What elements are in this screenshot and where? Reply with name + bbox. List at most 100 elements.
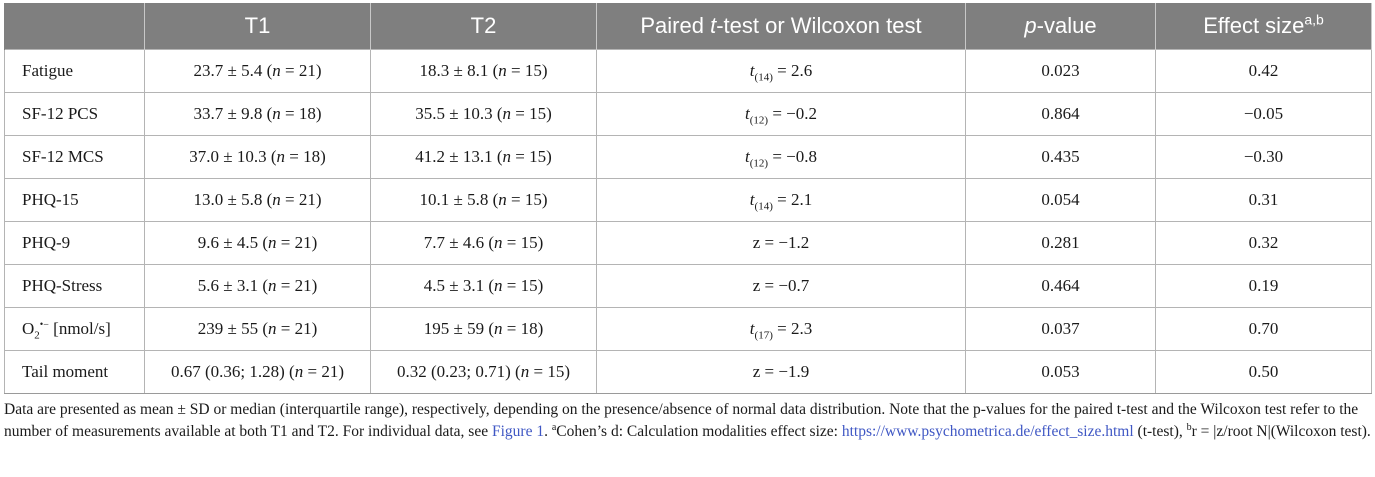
results-table: T1 T2 Paired t-test or Wilcoxon test p-v… [4,3,1372,394]
stat-value: = 2.1 [772,190,813,209]
stat-variable: z [752,276,761,295]
table-row: PHQ-Stress 5.6 ± 3.1 (n = 21) 4.5 ± 3.1 (n… [4,264,1372,308]
stat-df: (12) [749,157,769,170]
t2-value: 4.5 ± 3.1 ( [423,276,494,295]
stat-variable: z [752,233,761,252]
stat-df: (14) [754,71,773,84]
t1-n: n [294,362,304,381]
t1-value: 0.67 (0.36; 1.28) ( [171,362,295,381]
footnote-ttest: (t-test), [1133,422,1187,440]
measure-label: SF-12 PCS [22,104,99,123]
cell-t1: 13.0 ± 5.8 (n = 21) [144,178,371,222]
t2-rest: = 15) [529,362,570,381]
cell-t1: 239 ± 55 (n = 21) [144,307,371,351]
measure-label: PHQ-9 [22,233,71,252]
cell-p-value: 0.023 [965,49,1156,93]
header-p-value: p-value [965,3,1156,50]
t1-value: 239 ± 55 ( [197,319,268,338]
measure-label: PHQ-15 [22,190,79,209]
measure-label: Fatigue [22,61,73,80]
t1-rest: = 21) [276,233,318,252]
stat-value: = −1.2 [760,233,810,252]
footnote-text: Data are presented as mean ± SD or media… [4,401,1359,440]
cell-effect-size: −0.30 [1155,135,1372,179]
t1-n: n [268,233,277,252]
measure-label: PHQ-Stress [22,276,103,295]
t2-n: n [494,276,503,295]
header-row: T1 T2 Paired t-test or Wilcoxon test p-v… [4,3,1372,50]
t2-n: n [502,147,512,166]
cell-t2: 7.7 ± 4.6 (n = 15) [370,221,597,265]
cell-t2: 41.2 ± 13.1 (n = 15) [370,135,597,179]
t1-rest: = 21) [276,276,318,295]
t2-n: n [498,190,507,209]
header-effect-size: Effect sizea,b [1155,3,1372,50]
cell-t1: 33.7 ± 9.8 (n = 18) [144,92,371,136]
table-body: Fatigue 23.7 ± 5.4 (n = 21) 18.3 ± 8.1 (n … [4,49,1372,394]
t2-value: 7.7 ± 4.6 ( [423,233,494,252]
measure-label: Tail moment [22,362,109,381]
cell-effect-size: 0.32 [1155,221,1372,265]
cell-test-statistic: t(17) = 2.3 [596,307,966,351]
stat-variable: z [752,362,761,381]
stat-value: = −0.7 [760,276,810,295]
table-header: T1 T2 Paired t-test or Wilcoxon test p-v… [4,3,1372,50]
effect-size-url-link[interactable]: https://www.psychometrica.de/effect_size… [841,422,1134,440]
cell-p-value: 0.435 [965,135,1156,179]
cell-effect-size: 0.31 [1155,178,1372,222]
cell-p-value: 0.037 [965,307,1156,351]
t1-rest: = 21) [303,362,344,381]
footnote-cohen: Cohen’s d: Calculation modalities effect… [556,422,842,440]
cell-t2: 4.5 ± 3.1 (n = 15) [370,264,597,308]
header-t1: T1 [144,3,371,50]
t2-n: n [498,61,507,80]
t1-value: 33.7 ± 9.8 ( [193,104,273,123]
cell-t2: 10.1 ± 5.8 (n = 15) [370,178,597,222]
t2-rest: = 18) [502,319,544,338]
stat-df: (14) [754,200,773,213]
t2-rest: = 15) [502,276,544,295]
stat-variable: t [749,190,755,209]
cell-effect-size: −0.05 [1155,92,1372,136]
cell-measure: Tail moment [4,350,145,394]
header-test: Paired t-test or Wilcoxon test [596,3,966,50]
t1-rest: = 21) [280,61,322,80]
stat-value: = −0.8 [768,147,817,166]
t1-rest: = 18) [280,104,322,123]
cell-t2: 35.5 ± 10.3 (n = 15) [370,92,597,136]
t2-value: 41.2 ± 13.1 ( [415,147,503,166]
header-test-post: -test or Wilcoxon test [716,13,922,38]
cell-t1: 5.6 ± 3.1 (n = 21) [144,264,371,308]
header-effect-sup: a,b [1304,11,1324,28]
cell-t2: 0.32 (0.23; 0.71) (n = 15) [370,350,597,394]
t2-rest: = 15) [511,147,552,166]
t1-rest: = 21) [276,319,318,338]
cell-measure: SF-12 MCS [4,135,145,179]
t2-value: 10.1 ± 5.8 ( [419,190,499,209]
t2-value: 0.32 (0.23; 0.71) ( [397,362,521,381]
t2-n: n [494,319,503,338]
cell-t2: 195 ± 59 (n = 18) [370,307,597,351]
measure-sub: 2 [34,329,40,342]
figure-1-link[interactable]: Figure 1 [491,422,545,440]
measure-unit: [nmol/s] [48,319,111,338]
cell-t1: 23.7 ± 5.4 (n = 21) [144,49,371,93]
stat-variable: t [745,104,750,123]
cell-p-value: 0.281 [965,221,1156,265]
t2-n: n [502,104,512,123]
stat-value: = 2.6 [772,61,813,80]
t1-value: 5.6 ± 3.1 ( [197,276,268,295]
t1-value: 9.6 ± 4.5 ( [197,233,268,252]
t2-n: n [520,362,530,381]
stat-value: = 2.3 [772,319,813,338]
stat-variable: t [745,147,750,166]
t2-value: 195 ± 59 ( [423,319,494,338]
t1-rest: = 18) [285,147,326,166]
t1-n: n [268,276,277,295]
t2-rest: = 15) [511,104,552,123]
stat-variable: t [749,61,755,80]
table-row: O2•− [nmol/s] 239 ± 55 (n = 21) 195 ± 59 (… [4,307,1372,351]
cell-t1: 0.67 (0.36; 1.28) (n = 21) [144,350,371,394]
t1-value: 13.0 ± 5.8 ( [193,190,273,209]
cell-p-value: 0.053 [965,350,1156,394]
